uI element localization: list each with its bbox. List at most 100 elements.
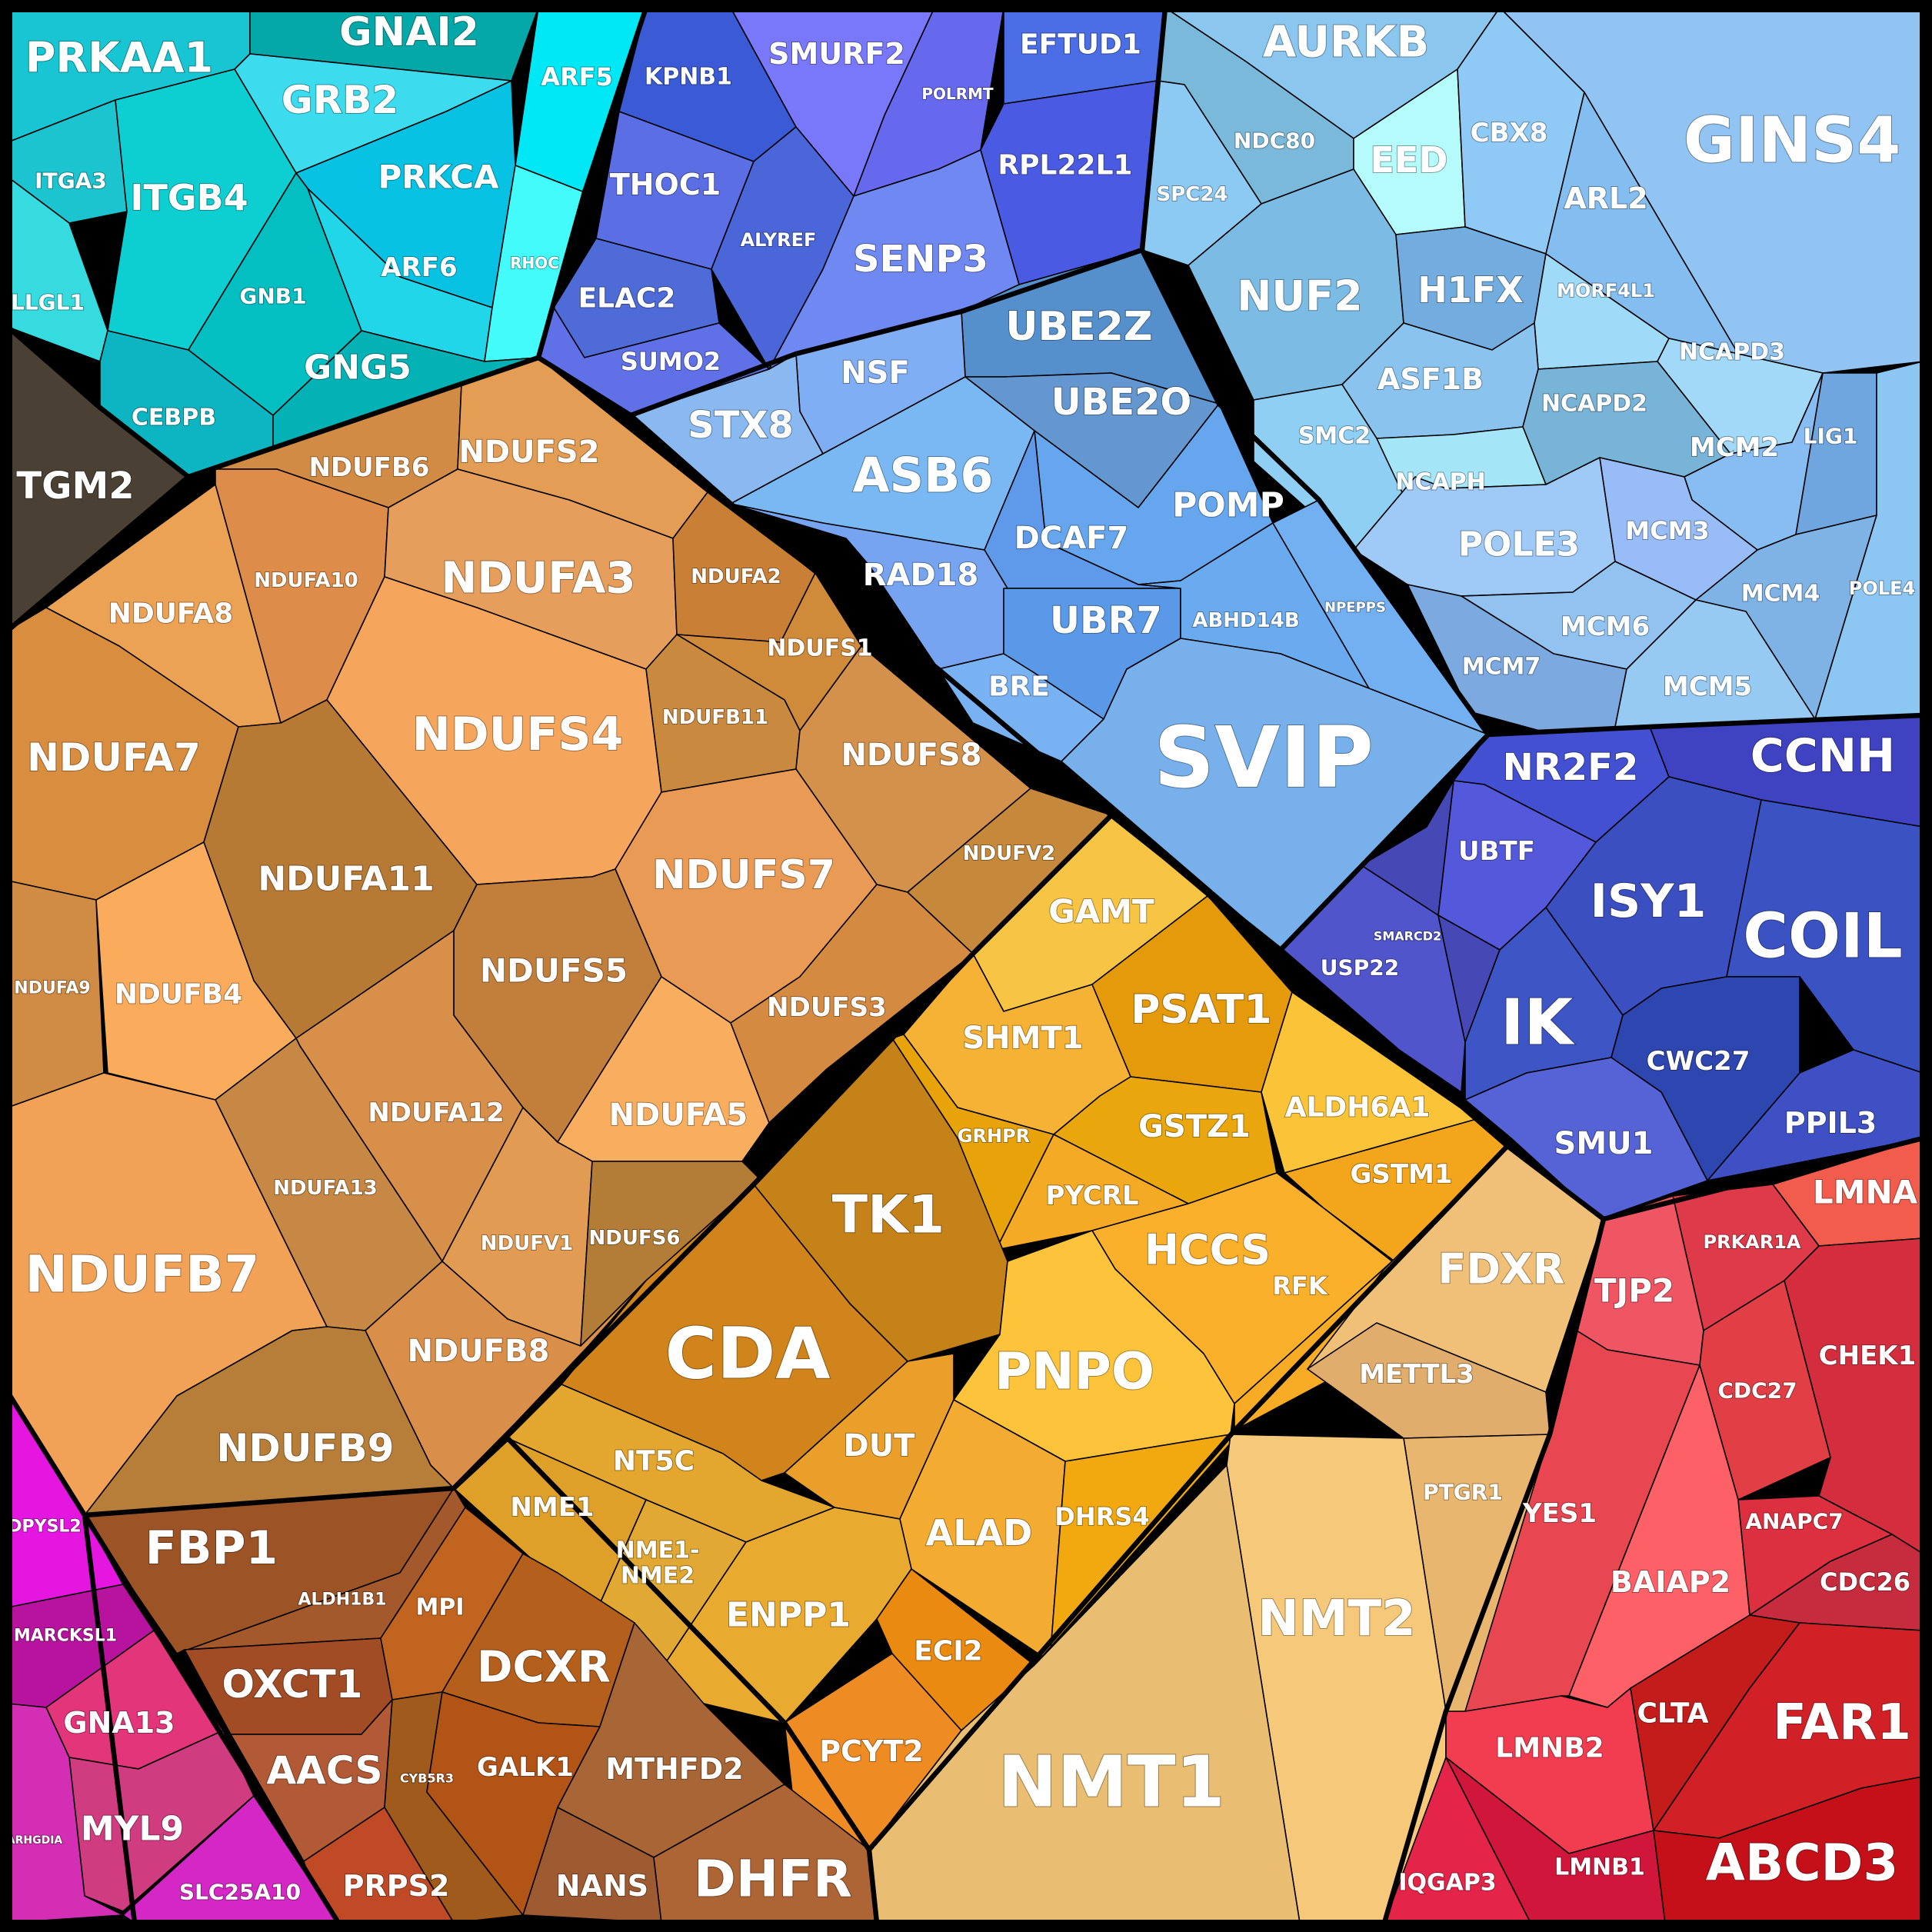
- cell-label-ube2z: UBE2Z: [1005, 304, 1152, 350]
- cell-label-ndufv2: NDUFV2: [963, 842, 1055, 865]
- cell-mcm5: [1614, 599, 1816, 728]
- cell-label-ndufa5: NDUFA5: [609, 1098, 748, 1133]
- cell-label-dut: DUT: [844, 1428, 916, 1464]
- cell-label-slc25a10: SLC25A10: [179, 1880, 301, 1905]
- cell-label-ndufb6: NDUFB6: [308, 452, 429, 483]
- group-border-layer: [5, 6, 1924, 1924]
- cell-label-aldh1b1: ALDH1B1: [298, 1591, 386, 1610]
- cell-label-alad: ALAD: [926, 1512, 1033, 1554]
- cell-label-clta: CLTA: [1637, 1698, 1708, 1730]
- cell-label-ndufa11: NDUFA11: [258, 860, 434, 899]
- cell-label-arhgdia: ARHGDIA: [7, 1834, 63, 1847]
- cell-label-ik: IK: [1501, 987, 1576, 1060]
- cell-label-ndufa13: NDUFA13: [273, 1177, 378, 1200]
- cell-label-ndufs8: NDUFS8: [841, 738, 981, 773]
- cell-label-alyref: ALYREF: [741, 229, 817, 251]
- cell-label-ndufs2: NDUFS2: [458, 435, 599, 470]
- cell-label-asf1b: ASF1B: [1377, 362, 1484, 396]
- cell-label-ptgr1: PTGR1: [1423, 1480, 1503, 1505]
- group-brown: [84, 1487, 878, 1924]
- cell-label-ndufa8: NDUFA8: [108, 598, 234, 630]
- group-border: [451, 813, 1114, 1491]
- cell-label-gstm1: GSTM1: [1350, 1159, 1452, 1190]
- cell-label-gins4: GINS4: [1684, 105, 1901, 178]
- cell-label-galk1: GALK1: [477, 1752, 574, 1783]
- cell-label-ndufa7: NDUFA7: [27, 735, 201, 780]
- cell-label-h1fx: H1FX: [1417, 269, 1523, 311]
- cell-label-pomp: POMP: [1172, 486, 1284, 525]
- cell-label-iqgap3: IQGAP3: [1398, 1870, 1496, 1897]
- cell-label-ndufs4: NDUFS4: [412, 708, 624, 761]
- cell-label-eftud1: EFTUD1: [1020, 29, 1141, 61]
- cell-label-lmnb2: LMNB2: [1495, 1733, 1604, 1764]
- cell-label-ndufb9: NDUFB9: [216, 1426, 394, 1471]
- cell-label-oxct1: OXCT1: [222, 1662, 362, 1707]
- cell-label-svip: SVIP: [1154, 708, 1374, 807]
- cell-label-itgb4: ITGB4: [130, 177, 248, 218]
- cell-label-nme1: NME1: [510, 1492, 594, 1523]
- cell-label-usp22: USP22: [1321, 955, 1399, 981]
- cell-label-rhoc: RHOC: [510, 254, 559, 272]
- cell-label-nr2f2: NR2F2: [1503, 746, 1639, 789]
- cell-label-anapc7: ANAPC7: [1745, 1509, 1843, 1534]
- group-border: [5, 475, 191, 633]
- cell-label-morf4l1: MORF4L1: [1557, 280, 1655, 301]
- cell-label-ndufb8: NDUFB8: [408, 1334, 550, 1369]
- cell-label-stx8: STX8: [688, 404, 794, 447]
- cell-label-mettl3: METTL3: [1359, 1359, 1474, 1390]
- cell-label-yes1: YES1: [1522, 1498, 1597, 1529]
- cell-label-pole3: POLE3: [1458, 525, 1580, 565]
- cell-label-ccnh: CCNH: [1750, 729, 1896, 783]
- cell-label-nmt1: NMT1: [998, 1741, 1224, 1824]
- cell-label-cbx8: CBX8: [1471, 118, 1548, 148]
- cell-label-eci2: ECI2: [914, 1636, 982, 1667]
- cell-label-cda: CDA: [665, 1313, 830, 1395]
- cell-label-psat1: PSAT1: [1131, 987, 1271, 1033]
- cell-label-arf5: ARF5: [541, 62, 613, 92]
- cell-label-itga3: ITGA3: [35, 168, 107, 194]
- cell-label-dcxr: DCXR: [477, 1643, 611, 1693]
- group-tan: [868, 1145, 1604, 1924]
- cell-smarcd2: [1361, 780, 1501, 1043]
- cell-label-dhfr: DHFR: [694, 1850, 852, 1909]
- group-border: [5, 6, 649, 480]
- cell-label-gng5: GNG5: [304, 348, 411, 388]
- group-border: [82, 1514, 341, 1924]
- cell-label-tjp2: TJP2: [1594, 1272, 1674, 1310]
- cell-label-ndufs1: NDUFS1: [767, 635, 872, 662]
- cell-label-gna13: GNA13: [63, 1706, 175, 1740]
- cell-ndufs3: [730, 884, 974, 1124]
- group-border: [628, 413, 1283, 952]
- cell-label-myl9: MYL9: [81, 1810, 184, 1849]
- group-border: [537, 7, 1168, 418]
- cell-label-grhpr: GRHPR: [958, 1125, 1030, 1147]
- cell-label-ndufa10: NDUFA10: [254, 569, 358, 592]
- cell-label-eed: EED: [1370, 139, 1447, 181]
- group-border: [1278, 948, 1924, 1222]
- cell-label-arl2: ARL2: [1564, 182, 1647, 215]
- cell-label-smurf2: SMURF2: [768, 37, 905, 71]
- cell-label-aldh6a1: ALDH6A1: [1285, 1092, 1431, 1124]
- cell-label-thoc1: THOC1: [610, 168, 721, 202]
- group-border: [1140, 248, 1491, 736]
- cell-label-ppil3: PPIL3: [1784, 1106, 1877, 1140]
- cell-label-rpl22l1: RPL22L1: [998, 150, 1132, 182]
- cell-label-ndufa12: NDUFA12: [368, 1098, 504, 1128]
- cell-label-isy1: ISY1: [1591, 874, 1707, 928]
- cell-label-fdxr: FDXR: [1438, 1245, 1565, 1294]
- cell-label-shmt1: SHMT1: [962, 1021, 1083, 1056]
- cell-label-cdc26: CDC26: [1820, 1567, 1910, 1597]
- cell-label-arf6: ARF6: [381, 252, 457, 283]
- cell-cdc27: [1699, 1280, 1831, 1501]
- group-border: [1278, 732, 1491, 952]
- cell-label-ncapd2: NCAPD2: [1541, 391, 1647, 418]
- cell-label-mcm4: MCM4: [1741, 581, 1820, 608]
- cell-label-ubr7: UBR7: [1050, 599, 1162, 642]
- cell-label-smu1: SMU1: [1554, 1126, 1654, 1161]
- cell-label-fbp1: FBP1: [145, 1521, 278, 1575]
- cell-label-ndufs7: NDUFS7: [652, 852, 835, 898]
- cell-label-gamt: GAMT: [1048, 893, 1154, 931]
- cell-label-nme1-nme2: NME1-NME2: [616, 1537, 700, 1589]
- group-border: [1381, 1218, 1607, 1924]
- cell-label-nans: NANS: [556, 1869, 648, 1903]
